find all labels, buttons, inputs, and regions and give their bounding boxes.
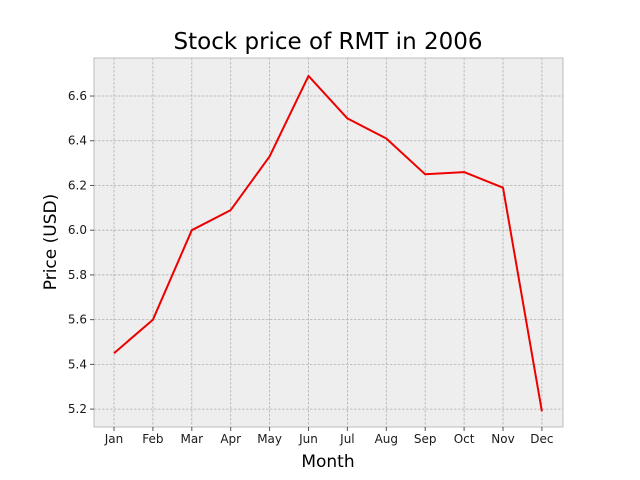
x-tick-label: Apr xyxy=(220,432,241,446)
x-tick-label: Jan xyxy=(104,432,124,446)
x-tick-label: Oct xyxy=(454,432,475,446)
chart-title: Stock price of RMT in 2006 xyxy=(174,29,483,55)
x-tick-label: Jun xyxy=(298,432,318,446)
y-tick-label: 6.4 xyxy=(68,134,87,148)
y-tick-label: 5.4 xyxy=(68,357,87,371)
y-tick-label: 5.8 xyxy=(68,268,87,282)
series-layer xyxy=(113,74,543,412)
y-axis: 5.2 5.4 5.6 5.8 6.0 6.2 6.4 6.6 xyxy=(68,89,94,416)
x-axis: Jan Feb Mar Apr May Jun Jul Aug Sep Oct Nov Dec xyxy=(104,427,554,446)
series-line xyxy=(113,74,543,412)
x-tick-label: May xyxy=(257,432,282,446)
plot-area xyxy=(94,58,563,427)
plot-frame xyxy=(93,57,564,428)
x-tick-label: Jul xyxy=(339,432,354,446)
y-tick-label: 6.2 xyxy=(68,178,87,192)
x-tick-label: Dec xyxy=(530,432,553,446)
y-tick-label: 5.6 xyxy=(68,313,87,327)
x-tick-label: Nov xyxy=(491,432,514,446)
y-tick-label: 5.2 xyxy=(68,402,87,416)
y-tick-label: 6.6 xyxy=(68,89,87,103)
x-tick-label: Feb xyxy=(142,432,163,446)
x-tick-label: Aug xyxy=(375,432,398,446)
x-tick-label: Mar xyxy=(180,432,203,446)
y-tick-label: 6.0 xyxy=(68,223,87,237)
y-axis-title: Price (USD) xyxy=(41,194,61,290)
x-tick-label: Sep xyxy=(414,432,437,446)
x-axis-title: Month xyxy=(301,452,354,472)
